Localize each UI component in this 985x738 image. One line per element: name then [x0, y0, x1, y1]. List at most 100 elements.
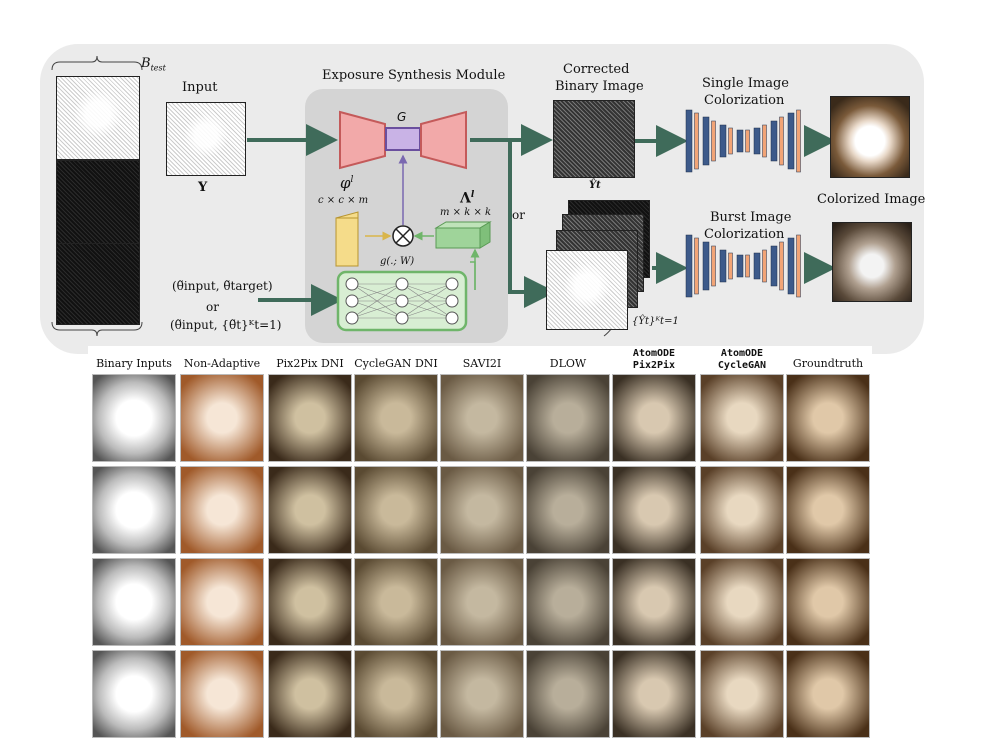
- column-title: Groundtruth: [792, 357, 864, 370]
- result-image: [700, 558, 784, 646]
- unet-layer: [762, 249, 767, 283]
- batch-label: Btest: [141, 56, 166, 73]
- column-title: Non-Adaptive: [183, 357, 261, 370]
- result-image: [526, 374, 610, 462]
- unet-layer: [728, 252, 733, 280]
- burst-symbol: {Ŷt}ᴷt=1: [632, 316, 679, 327]
- unet-layer: [736, 254, 744, 278]
- theta-burst: (θ̃input, {θ̃t}ᴷt=1): [170, 318, 282, 332]
- g-function: g(.; W): [380, 256, 415, 267]
- corrected-image: [553, 100, 635, 178]
- input-image: [166, 102, 246, 176]
- burst-label-1: Burst Image: [710, 210, 792, 225]
- unet-layer: [728, 127, 733, 155]
- result-image: [612, 374, 696, 462]
- result-image: [180, 650, 264, 738]
- pipeline-arrows: [51, 55, 836, 337]
- result-image: [700, 466, 784, 554]
- result-image: [268, 374, 352, 462]
- corrected-symbol: Ŷt: [589, 180, 601, 191]
- single-output-image: [830, 96, 910, 178]
- corrected-label-2: Binary Image: [555, 79, 644, 94]
- burst-image-1: [546, 250, 628, 330]
- phi-dims: c × c × m: [318, 195, 369, 206]
- unet-layer: [770, 245, 778, 287]
- unet-layer: [685, 109, 693, 173]
- result-image: [354, 558, 438, 646]
- unet-layer: [702, 241, 710, 291]
- input-label: Input: [182, 80, 218, 95]
- colorized-label: Colorized Image: [817, 192, 926, 207]
- result-image: [700, 650, 784, 738]
- result-image: [268, 558, 352, 646]
- column-title: AtomODE Pix2Pix: [632, 348, 676, 371]
- result-image: [526, 466, 610, 554]
- result-image: [92, 374, 176, 462]
- encoder-shape: [339, 110, 386, 170]
- unet-layer: [685, 234, 693, 298]
- lambda-label: Λl: [460, 190, 475, 207]
- result-image: [526, 650, 610, 738]
- batch-image-1: [56, 76, 140, 160]
- column-title: Pix2Pix DNI: [276, 357, 344, 370]
- corrected-label-1: Corrected: [563, 62, 630, 77]
- column-title: DLOW: [549, 357, 587, 370]
- result-image: [440, 466, 524, 554]
- branch-or: or: [512, 208, 525, 222]
- result-image: [180, 466, 264, 554]
- unet-layer: [770, 120, 778, 162]
- unet-layer: [753, 252, 761, 280]
- result-image: [786, 466, 870, 554]
- unet-layer: [711, 245, 716, 287]
- unet-layer: [694, 112, 699, 170]
- unet-layer: [787, 112, 795, 170]
- result-image: [180, 374, 264, 462]
- theta-or: or: [206, 300, 219, 314]
- input-symbol: Y: [198, 180, 208, 195]
- unet-layer: [787, 237, 795, 295]
- burst-label-2: Colorization: [704, 227, 785, 242]
- single-label-1: Single Image: [702, 76, 789, 91]
- unet-layer: [736, 129, 744, 153]
- unet-layer: [779, 116, 784, 166]
- result-image: [786, 650, 870, 738]
- result-image: [700, 374, 784, 462]
- column-title: Binary Inputs: [96, 357, 172, 370]
- column-title: AtomODE CycleGAN: [717, 348, 767, 371]
- burst-branch-arrow: [508, 140, 556, 308]
- result-image: [612, 650, 696, 738]
- result-image: [440, 374, 524, 462]
- generator-symbol: G: [397, 110, 407, 124]
- single-label-2: Colorization: [704, 93, 785, 108]
- result-image: [786, 374, 870, 462]
- result-image: [612, 466, 696, 554]
- unet-layer: [694, 237, 699, 295]
- result-image: [92, 466, 176, 554]
- result-image: [354, 466, 438, 554]
- result-image: [268, 650, 352, 738]
- unet-layer: [753, 127, 761, 155]
- batch-image-2: [56, 160, 140, 244]
- module-title: Exposure Synthesis Module: [322, 68, 506, 83]
- result-image: [354, 650, 438, 738]
- burst-output-image: [832, 222, 912, 302]
- unet-layer: [779, 241, 784, 291]
- result-image: [92, 650, 176, 738]
- unet-layer: [762, 124, 767, 158]
- unet-layer: [719, 124, 727, 158]
- unet-layer: [796, 109, 801, 173]
- batch-image-3: [56, 243, 140, 325]
- result-image: [440, 558, 524, 646]
- result-image: [612, 558, 696, 646]
- phi-label: φl: [340, 174, 354, 192]
- burst-unet: [685, 234, 801, 298]
- theta-pair: (θ̃input, θ̃target): [172, 279, 273, 293]
- unet-layer: [796, 234, 801, 298]
- decoder-shape: [420, 110, 467, 170]
- result-image: [786, 558, 870, 646]
- result-image: [268, 466, 352, 554]
- result-image: [526, 558, 610, 646]
- phi-block: [335, 217, 359, 267]
- single-unet: [685, 109, 801, 173]
- result-image: [354, 374, 438, 462]
